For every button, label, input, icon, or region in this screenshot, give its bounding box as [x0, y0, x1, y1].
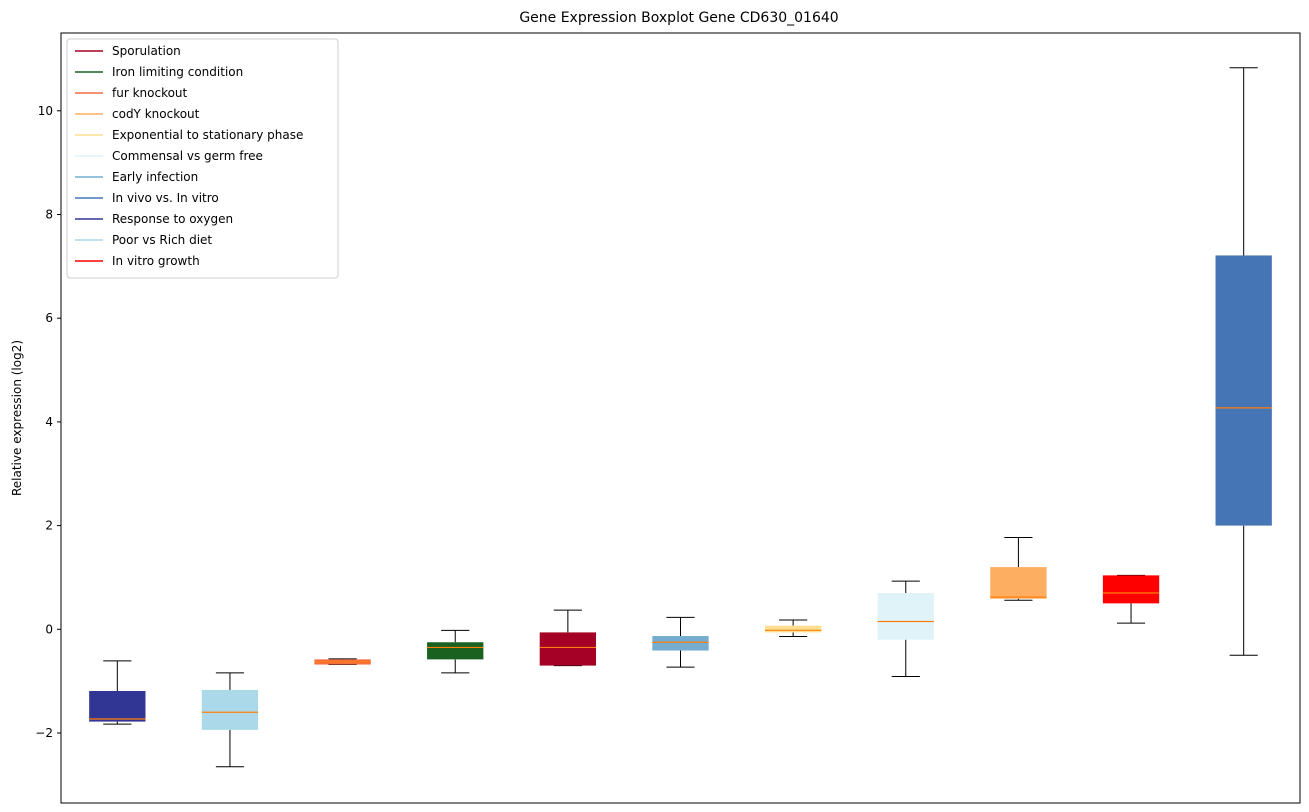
box-rect [877, 593, 934, 640]
y-tick-label: 4 [45, 415, 53, 429]
box-rect [427, 642, 484, 660]
legend-label: Sporulation [112, 44, 181, 58]
box-10 [1102, 574, 1160, 624]
box-7 [764, 619, 822, 638]
box-11 [1215, 67, 1272, 656]
legend-entry: Commensal vs germ free [75, 149, 263, 163]
y-tick-label: 2 [45, 519, 53, 533]
legend-entry: Exponential to stationary phase [75, 128, 303, 142]
plot-frame [60, 32, 1301, 804]
box-rect [1215, 255, 1272, 526]
y-tick-label: 6 [45, 311, 53, 325]
y-tick-label: 10 [38, 104, 53, 118]
box-1 [89, 660, 146, 725]
box-3 [314, 658, 371, 666]
legend-label: Commensal vs germ free [112, 149, 263, 163]
box-9 [990, 537, 1047, 601]
box-rect [652, 636, 709, 651]
y-tick-label: 0 [45, 622, 53, 636]
chart-title: Gene Expression Boxplot Gene CD630_01640 [519, 10, 838, 26]
legend: Sporulation Iron limiting condition fur kn… [66, 38, 339, 279]
box-5 [539, 609, 597, 667]
legend-entry: In vivo vs. In vitro [75, 191, 219, 205]
legend-label: Poor vs Rich diet [112, 233, 212, 247]
box-rect [539, 632, 597, 666]
box-rect [201, 689, 259, 730]
box-rect [89, 691, 146, 722]
legend-entry: codY knockout [75, 107, 200, 121]
box-rect [1102, 575, 1160, 604]
box-rect [764, 625, 822, 633]
legend-label: codY knockout [112, 107, 200, 121]
boxes-layer [89, 67, 1272, 768]
legend-label: Early infection [112, 170, 198, 184]
legend-label: Iron limiting condition [112, 65, 243, 79]
legend-entry: fur knockout [75, 86, 188, 100]
legend-entry: Iron limiting condition [75, 65, 243, 79]
legend-entry: Sporulation [75, 44, 181, 58]
box-4 [427, 629, 484, 674]
legend-label: Exponential to stationary phase [112, 128, 303, 142]
legend-frame [66, 38, 339, 279]
box-8 [877, 580, 934, 677]
y-tick-label: −2 [35, 726, 53, 740]
legend-label: In vitro growth [112, 254, 200, 268]
box-6 [652, 616, 709, 668]
y-tick-label: 8 [45, 207, 53, 221]
legend-entry: In vitro growth [75, 254, 200, 268]
axes-layer: −2 0 2 4 6 8 10 [35, 32, 1301, 804]
legend-label: fur knockout [112, 86, 188, 100]
legend-label: In vivo vs. In vitro [112, 191, 219, 205]
legend-entry: Response to oxygen [75, 212, 233, 226]
box-2 [201, 672, 259, 768]
y-axis-label: Relative expression (log2) [10, 340, 24, 496]
box-rect [990, 567, 1047, 599]
legend-entry: Poor vs Rich diet [75, 233, 212, 247]
legend-entry: Early infection [75, 170, 198, 184]
legend-label: Response to oxygen [112, 212, 233, 226]
